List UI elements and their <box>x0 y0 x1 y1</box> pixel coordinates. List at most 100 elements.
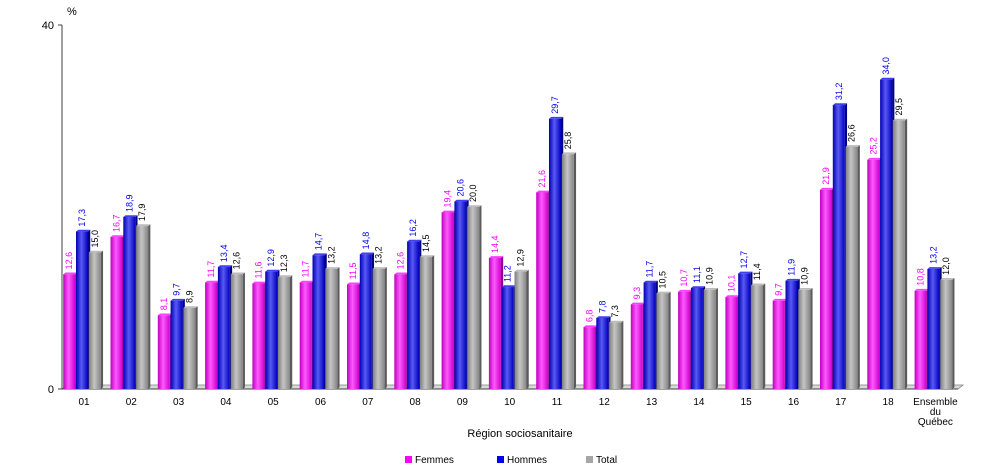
x-tick-label: 01 <box>78 397 90 408</box>
bar-top <box>299 280 314 283</box>
data-label: 29,5 <box>894 98 904 116</box>
bar-front <box>394 274 407 389</box>
bar <box>170 298 185 389</box>
bar-front <box>892 120 905 390</box>
bar <box>630 302 646 389</box>
bar-top <box>407 239 422 242</box>
bar-top <box>536 190 551 193</box>
bar-front <box>549 118 561 389</box>
y-tick-label: 40 <box>42 20 54 32</box>
bar <box>501 285 516 389</box>
bar-front <box>703 289 716 389</box>
data-label: 14,5 <box>421 235 431 253</box>
bar-front <box>880 79 893 389</box>
bar-top <box>394 272 409 275</box>
bar-top <box>454 199 469 202</box>
bar-top <box>110 235 125 238</box>
bar-top <box>678 289 693 292</box>
x-tick-label: 09 <box>457 397 469 408</box>
bar-side <box>100 250 104 389</box>
data-label: 11,7 <box>301 261 311 278</box>
bar <box>205 280 220 389</box>
bar <box>940 278 955 389</box>
bar-top <box>63 272 78 275</box>
data-label: 10,1 <box>726 275 736 293</box>
bar <box>441 210 456 389</box>
x-tick-label: 13 <box>646 397 658 408</box>
bar-front <box>798 289 811 389</box>
bar <box>583 325 598 389</box>
bar-top <box>419 255 435 258</box>
bar <box>536 190 551 389</box>
bar <box>738 271 753 389</box>
legend-item: Hommes <box>497 455 547 466</box>
bar-front <box>832 105 845 389</box>
data-label: 29,7 <box>550 96 560 114</box>
bar-front <box>372 268 385 389</box>
x-tick-label: 16 <box>788 397 800 408</box>
bar <box>252 281 267 389</box>
data-label: 11,4 <box>752 263 762 280</box>
data-label: 25,2 <box>868 137 878 155</box>
data-label: 16,2 <box>408 219 418 237</box>
bar-top <box>514 269 529 272</box>
bar <box>394 272 409 389</box>
data-label: 21,6 <box>537 170 547 188</box>
x-tick-label: 12 <box>599 397 611 408</box>
bar <box>892 118 908 390</box>
data-label: 8,9 <box>184 290 194 303</box>
bar-top <box>123 215 138 218</box>
bar <box>927 267 942 389</box>
bar-top <box>892 118 908 121</box>
bar <box>407 239 422 389</box>
bar-front <box>609 322 622 389</box>
bar <box>359 252 375 389</box>
data-label: 20,6 <box>455 179 465 197</box>
bar <box>643 280 658 389</box>
data-label: 17,3 <box>77 209 87 227</box>
bar-side <box>290 275 293 389</box>
bar <box>785 278 800 389</box>
bar-top <box>725 295 740 298</box>
x-tick-label: 15 <box>741 397 753 408</box>
bar-front <box>643 282 656 389</box>
data-label: 14,8 <box>361 232 371 250</box>
data-label: 14,4 <box>490 235 500 253</box>
data-label: 9,3 <box>632 287 642 300</box>
bar-top <box>832 103 848 106</box>
legend-item: Total <box>586 455 617 466</box>
data-label: 11,2 <box>503 265 513 282</box>
bar-front <box>596 318 609 389</box>
x-tick-label: 10 <box>504 397 516 408</box>
chart-legend: Femmes Hommes Total <box>405 455 617 466</box>
bar <box>656 291 671 389</box>
x-tick-label: 18 <box>883 397 895 408</box>
bar-top <box>217 265 233 268</box>
x-tick-label: 05 <box>268 397 280 408</box>
bar-top <box>845 145 860 147</box>
bar-top <box>441 210 456 213</box>
data-label: 12,6 <box>64 252 74 270</box>
chart-data-labels: 12,617,315,016,718,917,98,19,78,911,713,… <box>64 57 951 322</box>
data-label: 6,8 <box>585 310 595 323</box>
data-label: 13,2 <box>326 246 336 264</box>
bar <box>725 295 740 389</box>
bar <box>514 269 529 389</box>
data-label: 15,0 <box>90 230 100 248</box>
bar-front <box>656 293 669 389</box>
bar <box>419 255 435 389</box>
data-label: 12,9 <box>266 249 276 267</box>
bar-front <box>940 279 953 389</box>
bar-front <box>690 287 703 389</box>
bar <box>372 267 387 389</box>
bar-front <box>820 189 832 389</box>
bar <box>832 103 848 389</box>
bar-front <box>772 300 785 389</box>
bar <box>76 229 91 389</box>
bar-side <box>621 320 624 389</box>
bar-front <box>359 254 372 389</box>
bar-top <box>609 320 624 323</box>
bar-side <box>195 306 198 389</box>
bar-front <box>561 154 574 389</box>
bar-top <box>798 288 813 290</box>
